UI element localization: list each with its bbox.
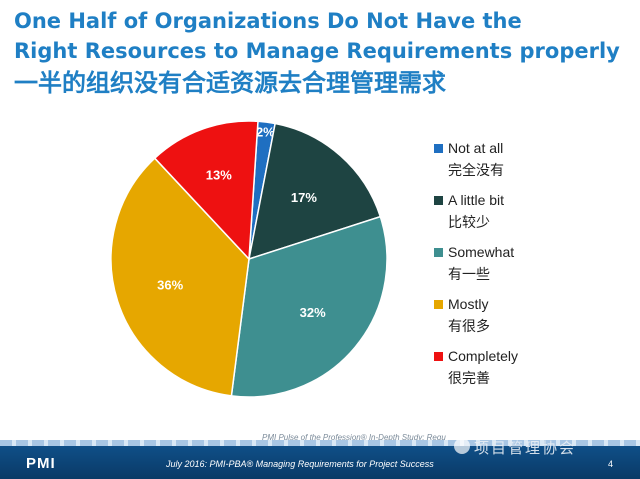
- page-number: 4: [608, 459, 614, 469]
- legend-label-en: Completely: [448, 348, 519, 364]
- legend-swatch: [434, 300, 443, 309]
- source-note: PMI Pulse of the Profession® In-Depth St…: [262, 433, 446, 442]
- legend-label-cn: 有一些: [448, 266, 490, 282]
- legend-label-cn: 很完善: [448, 370, 490, 386]
- legend-swatch: [434, 196, 443, 205]
- pie-slice-a-little-bit: [248, 122, 382, 261]
- slice-label: 32%: [300, 305, 326, 320]
- pie-slice-completely: [153, 120, 259, 261]
- slice-label: 17%: [291, 190, 317, 205]
- legend-label-cn: 比较少: [448, 214, 490, 230]
- legend-label-cn: 完全没有: [448, 162, 504, 178]
- legend-label-en: Not at all: [448, 140, 504, 156]
- legend-label: Somewhat 有一些: [448, 241, 514, 285]
- wechat-icon: [454, 438, 470, 454]
- title-line-1: One Half of Organizations Do Not Have th…: [14, 9, 522, 33]
- footer-bar: PMI July 2016: PMI-PBA® Managing Require…: [0, 446, 640, 479]
- footer-text: July 2016: PMI-PBA® Managing Requirement…: [166, 459, 434, 469]
- watermark: 项目管理协会: [474, 439, 577, 457]
- footer-stripe: [0, 440, 640, 446]
- legend-swatch: [434, 248, 443, 257]
- legend-label-en: Somewhat: [448, 244, 515, 260]
- pie-slice-mostly: [110, 157, 250, 397]
- legend-label-en: Mostly: [448, 296, 489, 312]
- legend-swatch: [434, 144, 443, 153]
- legend-label: A little bit 比较少: [448, 189, 504, 233]
- title-line-3: 一半的组织没有合适资源去合理管理需求: [14, 69, 446, 97]
- title-line-2: Right Resources to Manage Requirements p…: [14, 39, 620, 63]
- pmi-logo: PMI: [26, 455, 56, 472]
- legend-label: Not at all 完全没有: [448, 137, 504, 181]
- legend-label: Mostly 有很多: [448, 293, 490, 337]
- slice-label: 36%: [157, 277, 183, 292]
- legend-label-cn: 有很多: [448, 318, 490, 334]
- legend-label-en: A little bit: [448, 192, 505, 208]
- slice-label: 13%: [206, 168, 232, 183]
- legend-label: Completely 很完善: [448, 345, 518, 389]
- slide-title: One Half of Organizations Do Not Have th…: [14, 6, 634, 98]
- slice-label: 2%: [256, 125, 275, 140]
- pie-slice-somewhat: [230, 215, 388, 398]
- legend-swatch: [434, 352, 443, 361]
